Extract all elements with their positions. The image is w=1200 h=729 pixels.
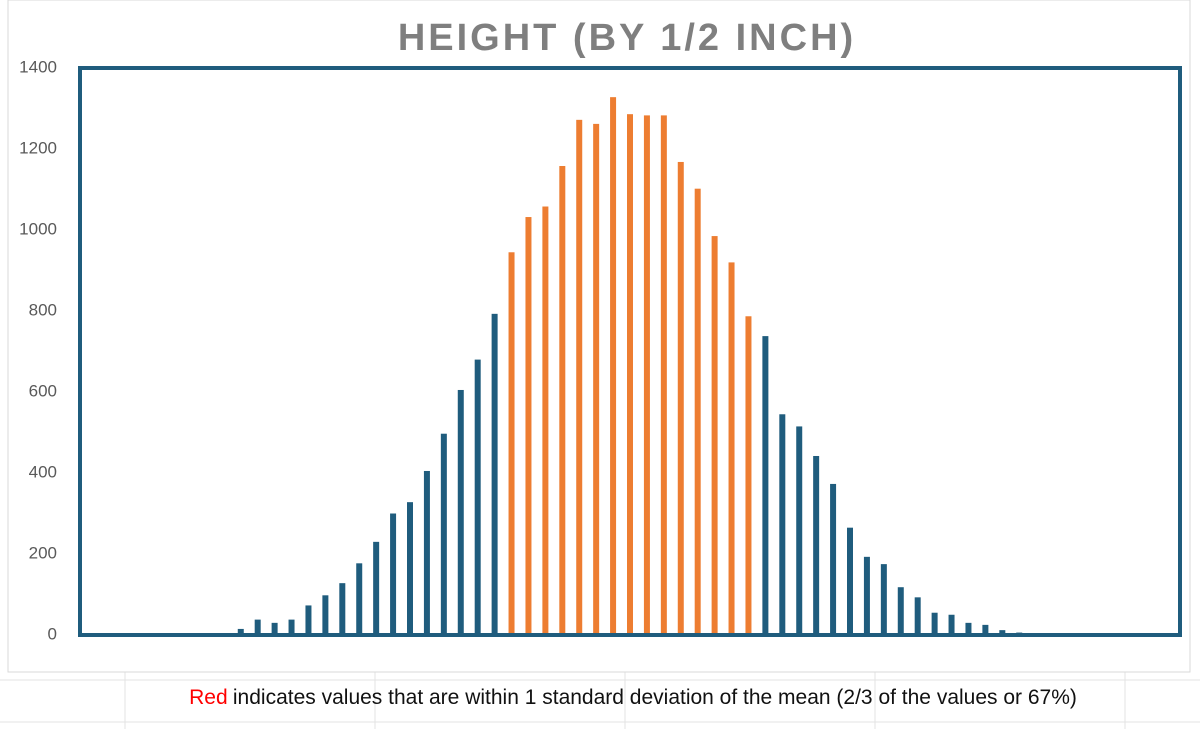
bar — [931, 612, 938, 635]
y-tick-label: 400 — [29, 462, 57, 481]
bar — [660, 115, 667, 635]
bar — [745, 316, 752, 635]
bar — [373, 541, 380, 635]
footnote: Red indicates values that are within 1 st… — [0, 686, 1200, 710]
bar — [440, 433, 447, 635]
bar — [965, 622, 972, 635]
bar — [627, 114, 633, 636]
bar — [948, 614, 955, 635]
bar — [863, 556, 870, 635]
bar — [254, 619, 261, 635]
bar — [779, 414, 786, 635]
bar — [407, 502, 413, 635]
bar — [762, 336, 769, 635]
bar — [728, 262, 735, 635]
bar — [897, 587, 904, 635]
bar — [830, 483, 837, 635]
plot-border — [78, 66, 1182, 637]
bar — [491, 313, 498, 635]
bar — [542, 206, 549, 635]
bar — [711, 236, 718, 635]
bar — [847, 527, 853, 635]
y-tick-label: 0 — [48, 624, 57, 643]
bar — [356, 563, 363, 635]
bar — [237, 628, 244, 635]
y-tick-label: 1000 — [19, 219, 57, 238]
y-tick-label: 1400 — [19, 57, 57, 76]
note-keyword: Red — [189, 686, 228, 709]
bar — [271, 622, 278, 635]
y-tick-label: 600 — [29, 381, 57, 400]
bar — [813, 455, 820, 635]
bar — [999, 630, 1006, 635]
bar — [677, 161, 684, 635]
bar — [694, 188, 701, 635]
bar — [390, 513, 397, 635]
bar — [559, 166, 566, 635]
bar — [508, 252, 515, 635]
bar — [982, 624, 989, 635]
sheet-grid — [0, 672, 1200, 729]
bar — [914, 597, 921, 635]
y-tick-label: 800 — [29, 300, 57, 319]
note-text: indicates values that are within 1 stand… — [232, 686, 1077, 709]
y-tick-label: 200 — [29, 543, 57, 562]
bar — [796, 426, 803, 635]
bar — [610, 97, 617, 635]
bar — [305, 605, 312, 635]
bar — [457, 389, 464, 635]
chart-title: HEIGHT (BY 1/2 INCH) — [398, 17, 856, 59]
bar — [593, 123, 600, 635]
bar — [880, 564, 887, 635]
bar — [525, 217, 532, 636]
y-tick-label: 1200 — [19, 138, 57, 157]
bar — [474, 359, 481, 635]
bar — [322, 595, 329, 635]
bar — [423, 470, 430, 635]
bar — [576, 119, 583, 636]
bar — [339, 583, 346, 635]
bar — [288, 619, 295, 635]
bar — [643, 115, 650, 635]
